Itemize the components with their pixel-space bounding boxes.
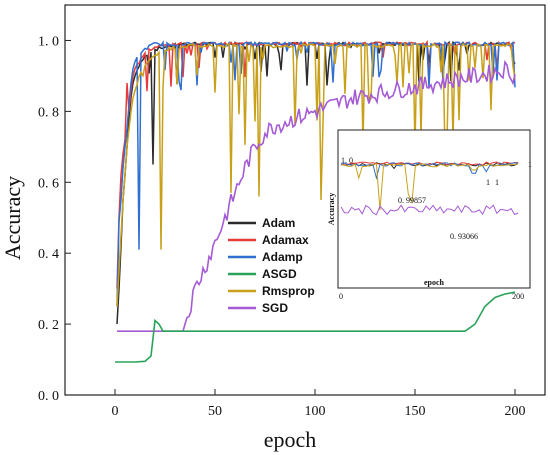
x-tick-label: 0 (112, 404, 119, 419)
inset-series-adamp-line (340, 162, 519, 180)
y-tick-label: 0. 2 (38, 318, 59, 333)
series-sgd-line (117, 59, 516, 332)
x-tick-label: 150 (405, 404, 426, 419)
y-tick-label: 0. 4 (38, 247, 59, 262)
x-tick-label: 100 (305, 404, 326, 419)
inset-annotation: 1 (528, 160, 532, 169)
y-tick-label: 0. 8 (38, 105, 59, 120)
inset-x-tick-label: 0 (339, 292, 343, 301)
plot-frame (64, 4, 546, 396)
x-axis-label: epoch (264, 427, 317, 452)
inset-annotation: 0. 93066 (450, 232, 478, 241)
y-axis-label: Accuracy (0, 176, 25, 260)
inset-series-sgd-line (340, 204, 519, 216)
legend-label-sgd: SGD (262, 301, 288, 315)
legend-label-adamax: Adamax (262, 233, 309, 247)
y-tick-label: 0. 0 (38, 389, 59, 404)
series-lines (115, 39, 516, 363)
legend: Adam Adamax Adamp ASGD Rmsprop SGD (228, 216, 315, 315)
inset-y-tick-label: 1. 0 (341, 156, 353, 165)
series-rmsprop-line (116, 42, 516, 307)
inset-annotation: 1 (486, 178, 490, 187)
inset-annotation: 1 (495, 178, 499, 187)
legend-label-adam: Adam (262, 216, 295, 230)
y-tick-label: 1. 0 (38, 34, 59, 49)
y-tick-label: 0. 6 (38, 176, 59, 191)
legend-label-adamp: Adamp (262, 250, 303, 264)
main-plot: 0 50 100 150 200 0. 0 0. 2 0. 4 0. 6 0. 8 1. 0 (38, 4, 546, 419)
inset-frame (337, 129, 531, 289)
series-asgd-line (115, 291, 516, 363)
x-tick-label: 50 (208, 404, 222, 419)
inset-annotation: 0. 99857 (398, 196, 426, 205)
inset-series-rmsprop-line (341, 163, 519, 211)
series-adamax-line (116, 39, 516, 289)
legend-label-asgd: ASGD (262, 267, 297, 281)
inset-y-axis-label: Accuracy (327, 193, 336, 225)
x-tick-label: 200 (505, 404, 526, 419)
inset-x-axis-label: epoch (424, 278, 445, 287)
inset-x-tick-label: 200 (512, 292, 524, 301)
series-adam-line (116, 40, 516, 325)
legend-label-rmsprop: Rmsprop (262, 284, 315, 298)
inset-series-adamax-line (340, 161, 519, 166)
